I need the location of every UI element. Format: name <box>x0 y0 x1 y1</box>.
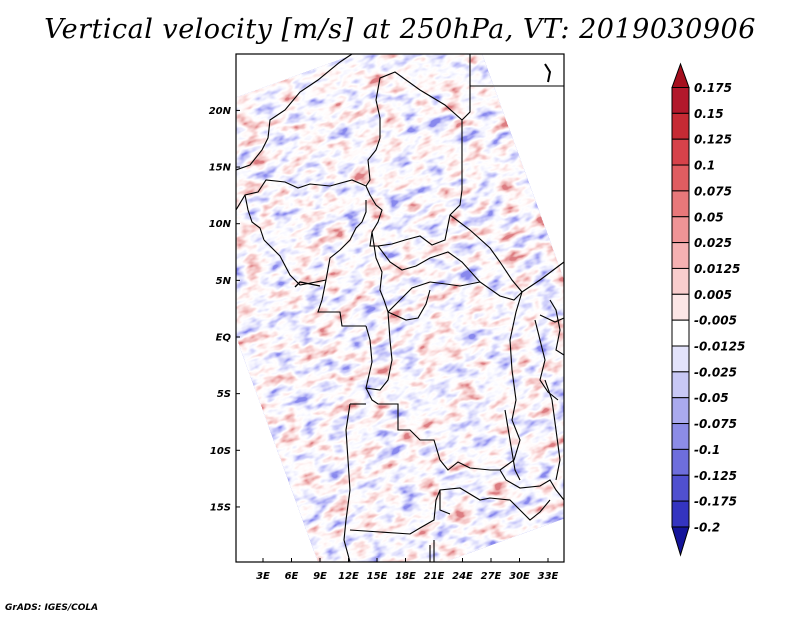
lon-tick-label: 27E <box>481 571 502 582</box>
colorbar: 0.175 0.15 0.125 0.1 0.075 0.05 0.025 0.0125 0.0… <box>671 62 745 557</box>
colorbar-swatch <box>671 190 690 218</box>
colorbar-label: -0.1 <box>694 443 720 457</box>
colorbar-swatch <box>671 112 690 140</box>
lon-tick-label: 3E <box>256 571 270 582</box>
colorbar-swatch <box>671 293 690 321</box>
colorbar-label: -0.175 <box>694 495 737 509</box>
lon-tick-label: 24E <box>452 571 473 582</box>
colorbar-swatch <box>671 423 690 450</box>
lat-tick-label: 5N <box>216 276 232 287</box>
colorbar-label: 0.025 <box>694 236 732 250</box>
colorbar-swatch <box>671 371 690 399</box>
colorbar-label: 0.125 <box>694 133 732 147</box>
colorbar-swatch <box>671 138 690 166</box>
colorbar-swatch <box>671 345 690 373</box>
colorbar-label: -0.0125 <box>694 340 745 354</box>
velocity-field <box>236 54 564 562</box>
colorbar-label: -0.075 <box>694 417 737 431</box>
colorbar-swatch <box>671 216 690 244</box>
lon-tick-label: 12E <box>338 571 359 582</box>
colorbar-label: 0.005 <box>694 288 732 302</box>
colorbar-label: -0.005 <box>694 314 737 328</box>
colorbar-swatch <box>671 267 690 295</box>
colorbar-label: 0.1 <box>694 159 715 173</box>
colorbar-label: -0.125 <box>694 469 737 483</box>
colorbar-label: 0.05 <box>694 210 724 224</box>
latitude-axis: 20N 15N 10N 5N EQ 5S 10S 15S <box>209 106 240 513</box>
colorbar-swatch <box>671 87 690 114</box>
lat-tick-label: 20N <box>209 106 232 117</box>
lat-tick-label: 10N <box>209 219 232 230</box>
colorbar-label: -0.05 <box>694 391 729 405</box>
country-borders <box>236 54 564 562</box>
lat-tick-label: EQ <box>216 333 232 344</box>
colorbar-label: 0.075 <box>694 184 732 198</box>
lon-tick-label: 33E <box>538 571 559 582</box>
lat-tick-label: 15S <box>210 502 231 513</box>
colorbar-label: 0.0125 <box>694 262 740 276</box>
colorbar-swatch <box>671 448 690 476</box>
colorbar-swatch <box>671 319 690 347</box>
colorbar-swatch <box>671 474 690 502</box>
longitude-axis: 3E 6E 9E 12E 15E 18E 21E 24E 27E 30E 33E <box>256 558 559 582</box>
lon-tick-label: 6E <box>285 571 299 582</box>
lat-tick-label: 15N <box>209 163 232 174</box>
colorbar-swatch <box>671 242 690 269</box>
colorbar-bottom-arrow <box>671 526 690 557</box>
colorbar-swatch <box>671 164 690 192</box>
lat-tick-label: 5S <box>217 389 231 400</box>
colorbar-top-arrow <box>671 62 690 88</box>
map-frame <box>235 53 565 563</box>
colorbar-swatch <box>671 500 690 528</box>
grads-credit: GrADS: IGES/COLA <box>5 603 99 613</box>
lon-tick-label: 9E <box>313 571 327 582</box>
colorbar-label: -0.025 <box>694 365 737 379</box>
lon-tick-label: 15E <box>367 571 388 582</box>
colorbar-label: 0.175 <box>694 81 732 95</box>
lon-tick-label: 30E <box>509 571 530 582</box>
map-title: Vertical velocity [m/s] at 250hPa, VT: 2… <box>44 14 756 45</box>
colorbar-label: -0.2 <box>694 520 720 534</box>
lon-tick-label: 18E <box>395 571 416 582</box>
colorbar-label: 0.15 <box>694 107 724 121</box>
lat-tick-label: 10S <box>210 446 231 457</box>
colorbar-swatch <box>671 397 690 425</box>
lon-tick-label: 21E <box>424 571 445 582</box>
